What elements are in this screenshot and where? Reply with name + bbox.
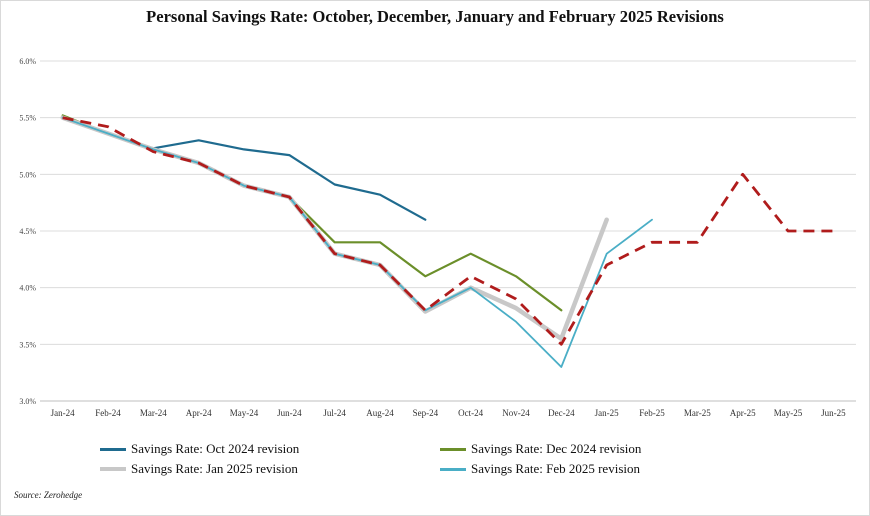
series-lines	[60, 114, 834, 368]
legend-label: Savings Rate: Dec 2024 revision	[471, 441, 642, 456]
x-tick-label: Feb-24	[95, 408, 121, 418]
legend-label: Savings Rate: Oct 2024 revision	[131, 441, 300, 456]
x-tick-label: May-24	[230, 408, 259, 418]
series-line-4	[62, 116, 834, 346]
legend-swatch	[440, 447, 466, 451]
x-tick-label: Jun-25	[821, 408, 846, 418]
x-tick-label: Jun-24	[277, 408, 302, 418]
x-tick-label: Jan-24	[51, 408, 75, 418]
legend-label: Savings Rate: Feb 2025 revision	[471, 461, 640, 476]
x-tick-label: Apr-24	[186, 408, 212, 418]
y-tick-label: 4.0%	[19, 284, 36, 293]
legend-swatch	[100, 467, 126, 471]
series-line-3	[61, 116, 653, 368]
y-tick-label: 5.5%	[19, 114, 36, 123]
x-tick-label: Oct-24	[458, 408, 483, 418]
legend-item-feb-2025: Savings Rate: Feb 2025 revision	[440, 461, 640, 477]
x-tick-label: Sep-24	[413, 408, 439, 418]
y-tick-label: 3.5%	[19, 340, 36, 349]
source-note: Source: Zerohedge	[14, 490, 83, 500]
x-tick-label: Nov-24	[502, 408, 530, 418]
x-tick-label: Apr-25	[730, 408, 756, 418]
x-tick-label: Jul-24	[323, 408, 346, 418]
x-tick-label: Feb-25	[639, 408, 665, 418]
series-line-2	[60, 115, 609, 341]
x-tick-label: Jan-25	[595, 408, 619, 418]
x-tick-label: Mar-25	[684, 408, 711, 418]
x-tick-label: Dec-24	[548, 408, 575, 418]
y-tick-label: 5.0%	[19, 170, 36, 179]
legend-label: Savings Rate: Jan 2025 revision	[131, 461, 298, 476]
x-tick-label: May-25	[774, 408, 803, 418]
y-tick-label: 3.0%	[19, 397, 36, 406]
legend-item-dec-2024: Savings Rate: Dec 2024 revision	[440, 441, 641, 457]
legend-item-jan-2025: Savings Rate: Jan 2025 revision	[100, 461, 298, 477]
x-tick-label: Mar-24	[140, 408, 167, 418]
gridlines	[40, 60, 856, 402]
x-tick-label: Aug-24	[366, 408, 394, 418]
legend-swatch	[440, 467, 466, 471]
x-tick-labels: Jan-24 Feb-24 Mar-24 Apr-24 May-24 Jun-24 Jul-…	[51, 408, 846, 418]
chart-title: Personal Savings Rate: October, December…	[146, 7, 724, 26]
y-tick-label: 6.0%	[19, 57, 36, 66]
y-tick-label: 4.5%	[19, 227, 36, 236]
legend-swatch	[100, 447, 126, 451]
y-tick-labels: 3.0% 3.5% 4.0% 4.5% 5.0% 5.5% 6.0%	[19, 57, 36, 406]
legend-item-oct-2024: Savings Rate: Oct 2024 revision	[100, 441, 299, 457]
